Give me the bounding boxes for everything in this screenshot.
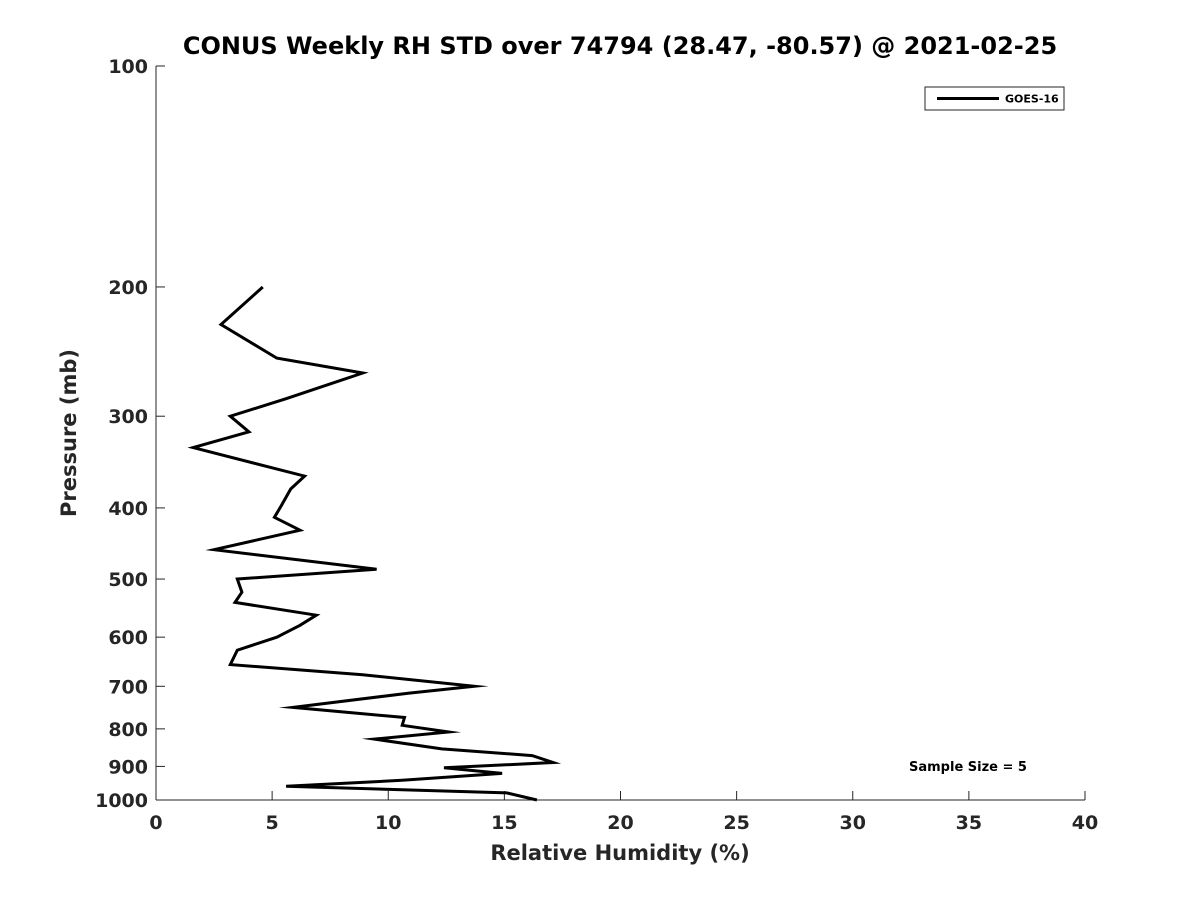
x-tick-label: 30: [840, 812, 866, 834]
y-tick-label: 200: [108, 277, 148, 299]
x-tick-label: 15: [491, 812, 517, 834]
series-layer: [187, 285, 562, 802]
x-tick-label: 10: [375, 812, 401, 834]
y-tick-label: 300: [108, 406, 148, 428]
x-tick-label: 25: [723, 812, 749, 834]
legend-label-goes-16: GOES-16: [1005, 93, 1059, 106]
y-tick-label: 500: [108, 569, 148, 591]
x-tick-label: 20: [607, 812, 633, 834]
x-axis-label: Relative Humidity (%): [490, 841, 749, 865]
x-tick-label: 0: [149, 812, 162, 834]
x-tick-label: 35: [956, 812, 982, 834]
y-axis-label: Pressure (mb): [57, 349, 81, 517]
y-tick-label: 400: [108, 498, 148, 520]
y-tick-label: 600: [108, 627, 148, 649]
chart-title: CONUS Weekly RH STD over 74794 (28.47, -…: [183, 32, 1057, 60]
y-tick-label: 700: [108, 676, 148, 698]
y-tick-label: 900: [108, 756, 148, 778]
x-ticks: 0 5 10 15 20 25 30 35 40: [149, 791, 1098, 834]
legend: GOES-16: [924, 86, 1065, 111]
y-tick-label: 800: [108, 719, 148, 741]
y-tick-label: 100: [108, 56, 148, 78]
y-tick-label: 1000: [95, 790, 148, 812]
x-tick-label: 40: [1072, 812, 1098, 834]
y-ticks: 100 200 300 400 500 600 700 800 900 1000: [95, 56, 165, 812]
series-line-goes-16: [187, 285, 562, 802]
x-tick-label: 5: [266, 812, 279, 834]
sample-size-annotation: Sample Size = 5: [909, 760, 1027, 775]
